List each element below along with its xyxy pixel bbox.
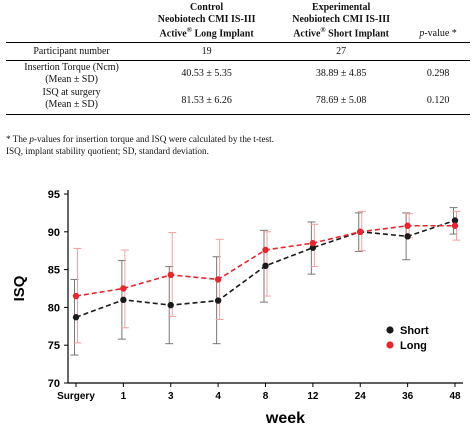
y-tick-label: 90 xyxy=(48,227,60,239)
data-point-long xyxy=(404,222,411,229)
legend-marker-short xyxy=(386,326,394,334)
data-point-short xyxy=(309,244,317,251)
control-value: 40.53 ± 5.35 xyxy=(181,68,232,80)
registered-mark: ® xyxy=(320,26,326,34)
data-point-long xyxy=(120,285,127,292)
header-experimental-line1: Experimental xyxy=(311,2,371,13)
x-tick-label: 36 xyxy=(402,391,414,402)
data-point-short xyxy=(404,233,411,240)
series-line-long xyxy=(75,224,455,297)
x-tick-label: Surgery xyxy=(57,391,95,402)
x-tick-label: 48 xyxy=(449,391,461,402)
row-label-line2: (Mean ± SD) xyxy=(45,73,98,85)
header-control-line3-post: Long Implant xyxy=(191,28,254,40)
experimental-value: 27 xyxy=(336,45,347,57)
row-label: Insertion Torque (Ncm) (Mean ± SD) xyxy=(6,61,137,87)
x-tick-label: 4 xyxy=(215,391,221,402)
y-tick-label: 80 xyxy=(48,302,60,314)
table-footnotes: * The p-values for insertion torque and … xyxy=(6,134,470,157)
y-tick-label: 95 xyxy=(48,189,60,201)
data-point-long xyxy=(309,239,317,247)
header-control: Control Neobiotech CMI IS-III Active® Lo… xyxy=(137,0,276,42)
header-pvalue-p: p xyxy=(419,28,425,40)
x-axis-label: week xyxy=(265,410,305,427)
table-row: ISQ at surgery (Mean ± SD) 81.53 ± 6.26 … xyxy=(6,86,470,115)
experimental-value: 38.89 ± 4.85 xyxy=(315,68,367,80)
registered-mark: ® xyxy=(186,26,192,34)
header-pvalue: p-value * xyxy=(406,0,470,42)
p-value xyxy=(406,42,470,61)
data-point-short xyxy=(262,262,269,270)
footnote-pre: * The xyxy=(6,134,30,144)
row-label-line1: ISQ at surgery xyxy=(42,87,101,99)
data-point-long xyxy=(214,276,222,283)
data-point-long xyxy=(451,222,459,229)
header-experimental-line3-post: Short Implant xyxy=(325,28,390,40)
y-tick-label: 85 xyxy=(48,265,60,277)
header-pvalue-rest: -value * xyxy=(424,28,457,40)
header-control-line1: Control xyxy=(190,2,224,13)
x-tick-label: 3 xyxy=(168,391,174,402)
data-point-long xyxy=(72,292,80,300)
footnote-italic: p xyxy=(29,134,34,144)
x-tick-label: 12 xyxy=(307,391,319,402)
row-label-line1: Insertion Torque (Ncm) xyxy=(24,62,119,74)
header-experimental-line3-pre: Active xyxy=(293,28,321,40)
table-row: Insertion Torque (Ncm) (Mean ± SD) 40.53… xyxy=(6,61,470,87)
header-empty-cell xyxy=(6,0,137,42)
x-tick-label: 8 xyxy=(263,391,269,402)
row-label: Participant number xyxy=(33,45,110,57)
table-row: Participant number 19 27 xyxy=(6,42,470,61)
data-point-short xyxy=(72,314,80,321)
data-point-short xyxy=(451,217,459,224)
legend-marker-long xyxy=(386,341,394,349)
data-point-long xyxy=(357,228,364,235)
footnote-line: ISQ, implant stability quotient; SD, sta… xyxy=(6,145,209,156)
table-header-row: Control Neobiotech CMI IS-III Active® Lo… xyxy=(6,0,470,43)
data-point-long xyxy=(167,271,174,279)
data-point-short xyxy=(120,296,127,304)
chart-legend: Short Long xyxy=(386,325,429,352)
x-tick-label: 1 xyxy=(121,391,127,402)
row-label-line2: (Mean ± SD) xyxy=(45,98,98,110)
results-table: Control Neobiotech CMI IS-III Active® Lo… xyxy=(6,0,470,115)
control-value: 19 xyxy=(201,45,212,57)
footnote-post: -values for insertion torque and ISQ wer… xyxy=(33,134,274,144)
data-point-long xyxy=(262,246,269,254)
header-control-line3-pre: Active xyxy=(159,28,187,40)
p-value: 0.120 xyxy=(426,94,450,106)
row-label: ISQ at surgery (Mean ± SD) xyxy=(6,86,137,115)
header-experimental: Experimental Neobiotech CMI IS-III Activ… xyxy=(276,0,406,42)
experimental-value: 78.69 ± 5.08 xyxy=(315,94,367,106)
header-control-line2: Neobiotech CMI IS-III xyxy=(157,13,256,25)
y-tick-label: 70 xyxy=(48,378,60,390)
footnote-line: * The p-values for insertion torque and … xyxy=(6,134,470,146)
legend-label-long: Long xyxy=(400,340,427,352)
series-points xyxy=(72,217,459,321)
data-point-short xyxy=(214,297,222,304)
legend-label-short: Short xyxy=(400,325,429,337)
results-table-section: Control Neobiotech CMI IS-III Active® Lo… xyxy=(6,0,470,115)
data-point-short xyxy=(167,301,174,309)
header-experimental-line2: Neobiotech CMI IS-III xyxy=(292,13,390,25)
y-axis-label: ISQ xyxy=(11,275,28,301)
y-tick-label: 75 xyxy=(48,340,60,352)
p-value: 0.298 xyxy=(426,68,450,80)
control-value: 81.53 ± 6.26 xyxy=(181,94,232,106)
x-tick-label: 24 xyxy=(355,391,367,402)
